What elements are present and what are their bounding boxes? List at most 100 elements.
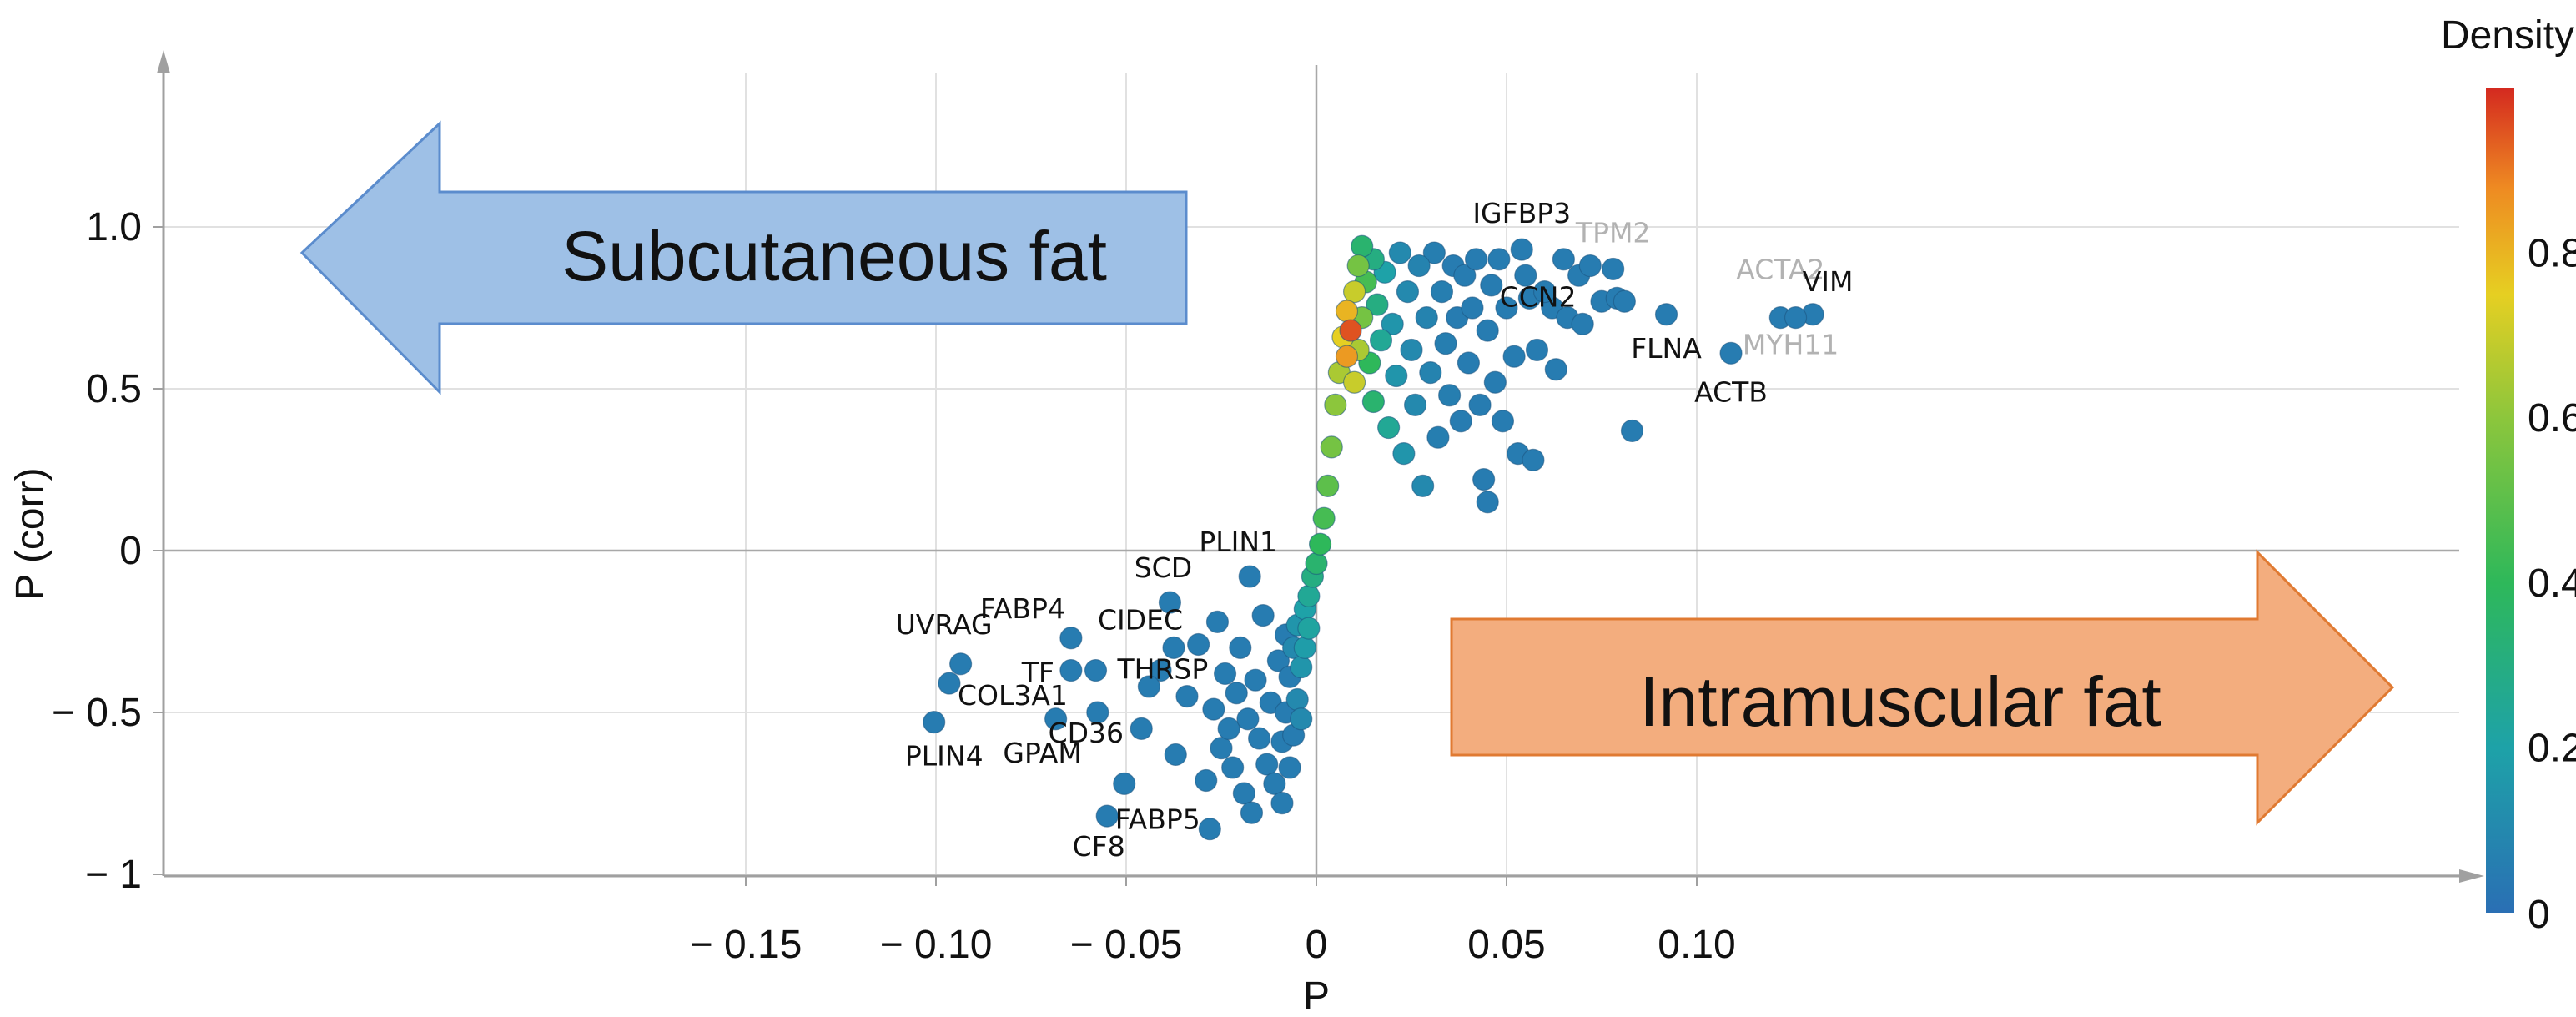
data-point — [1472, 468, 1496, 491]
axes — [153, 50, 2484, 886]
data-point — [1388, 241, 1411, 264]
data-point — [1468, 393, 1492, 416]
gene-point — [1510, 238, 1533, 261]
data-point — [1229, 636, 1252, 660]
data-point — [1411, 474, 1435, 498]
gene-point — [1059, 627, 1083, 650]
data-point — [1366, 293, 1389, 316]
data-point — [1285, 687, 1309, 712]
data-point — [1164, 743, 1187, 767]
data-point — [1297, 584, 1321, 607]
colorbar-tick-label: 0.2 — [2528, 726, 2576, 770]
colorbar-tick-label: 0.4 — [2528, 561, 2576, 606]
data-point — [1385, 364, 1408, 388]
x-tick-label: 0 — [1306, 923, 1328, 967]
gene-point — [1719, 341, 1743, 365]
data-point — [1461, 296, 1484, 320]
data-point — [1263, 772, 1286, 795]
data-point — [1422, 241, 1446, 264]
gene-point — [949, 652, 973, 676]
data-point — [1487, 248, 1511, 271]
data-point — [1187, 632, 1210, 657]
y-axis-arrowhead — [157, 50, 170, 73]
gene-label: COL3A1 — [958, 679, 1068, 712]
data-point — [1339, 319, 1362, 342]
gene-label: SCD — [1135, 551, 1192, 584]
data-point — [1130, 717, 1153, 741]
gene-label: ACTA2 — [1736, 254, 1824, 286]
gene-labels: IGFBP3TPM2CCN2FLNAACTA2VIMMYH11ACTBSCDPL… — [896, 197, 1854, 863]
data-point — [1198, 818, 1221, 841]
data-point — [1335, 345, 1359, 368]
data-point — [1342, 370, 1366, 394]
data-point — [1361, 390, 1386, 414]
data-point — [1419, 361, 1442, 385]
data-point — [1342, 280, 1366, 304]
y-tick-label: − 0.5 — [52, 691, 142, 735]
data-point — [1236, 707, 1260, 731]
data-point — [1437, 384, 1462, 407]
data-point — [1571, 312, 1594, 335]
gene-label: FLNA — [1631, 332, 1702, 365]
data-point — [1266, 649, 1291, 672]
x-tick-label: − 0.15 — [690, 923, 802, 967]
subcutaneous-label: Subcutaneous fat — [561, 217, 1107, 295]
data-point — [1544, 358, 1567, 381]
y-tick-label: 0 — [119, 529, 142, 573]
colorbar-ticks: 0 0.2 0.4 0.6 0.8 — [2528, 232, 2576, 937]
data-point — [1403, 393, 1427, 416]
gene-label: IGFBP3 — [1472, 197, 1571, 229]
data-point — [1377, 415, 1401, 440]
gene-point — [1095, 804, 1119, 828]
gene-point — [1059, 658, 1083, 682]
y-tick-label: 1.0 — [86, 205, 142, 249]
data-point — [1316, 474, 1340, 498]
x-tick-label: − 0.10 — [880, 923, 993, 967]
data-point — [1293, 636, 1316, 660]
data-point — [1247, 727, 1271, 750]
gene-label: VIM — [1803, 265, 1854, 298]
gene-label: GPAM — [1003, 737, 1081, 769]
gene-point — [923, 711, 946, 734]
gene-label: CCN2 — [1500, 281, 1577, 314]
gene-label: CF8 — [1073, 830, 1125, 863]
x-tick-label: 0.10 — [1658, 923, 1735, 967]
data-point — [1522, 448, 1545, 471]
data-point — [1434, 332, 1457, 355]
data-point — [1244, 668, 1267, 692]
data-point — [1213, 662, 1237, 686]
data-point — [1305, 551, 1328, 576]
data-point — [1396, 280, 1420, 304]
gene-label: PLIN4 — [905, 740, 984, 773]
y-tick-label: − 1 — [85, 853, 142, 897]
data-point — [1149, 658, 1172, 682]
data-point — [1476, 319, 1499, 342]
x-tick-label: 0.05 — [1467, 923, 1545, 967]
data-point — [1457, 351, 1481, 375]
data-point — [1578, 254, 1602, 278]
colorbar-gradient — [2486, 88, 2514, 913]
data-point — [1255, 753, 1279, 776]
gene-label: CD36 — [1049, 717, 1124, 749]
data-point — [1278, 756, 1301, 779]
data-point — [1270, 792, 1294, 815]
data-point — [1251, 603, 1275, 627]
data-point — [1297, 617, 1321, 640]
gene-label: FABP5 — [1115, 803, 1200, 835]
data-point — [1480, 274, 1503, 297]
data-point — [1400, 338, 1423, 362]
subcutaneous-arrow: Subcutaneous fat — [299, 120, 1188, 395]
data-point — [1495, 296, 1518, 320]
data-point — [1426, 425, 1450, 449]
data-point — [1392, 441, 1416, 466]
x-tick-label: − 0.05 — [1070, 923, 1183, 967]
data-point — [1552, 248, 1576, 271]
gene-label: THRSP — [1117, 653, 1209, 686]
intramuscular-arrow: Intramuscular fat — [1450, 549, 2395, 826]
data-point — [1613, 289, 1636, 313]
gene-point — [1084, 658, 1108, 682]
gene-point — [1044, 707, 1068, 731]
data-point — [1483, 370, 1507, 394]
data-point — [1175, 684, 1199, 708]
